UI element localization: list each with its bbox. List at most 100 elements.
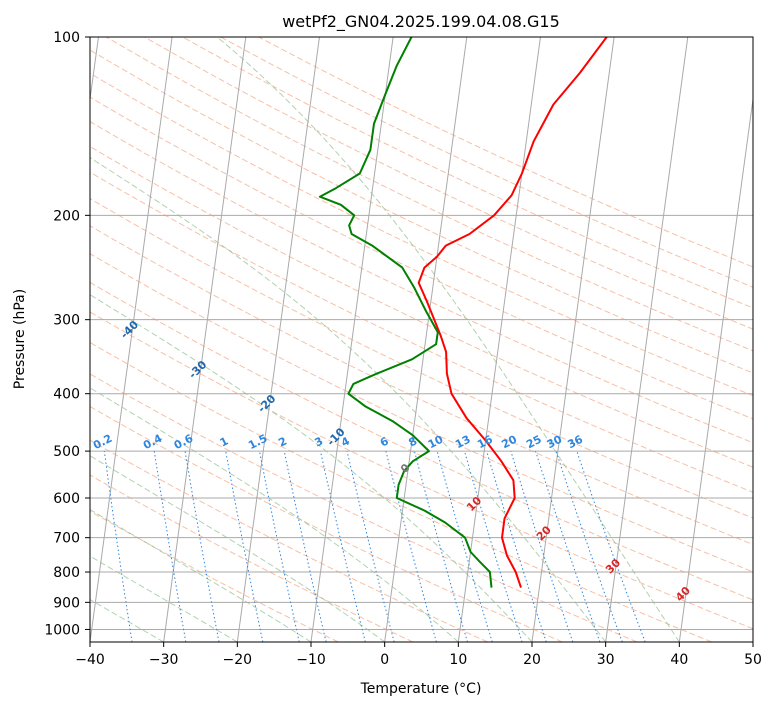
isotherm-line xyxy=(605,37,689,642)
dry-adiabat xyxy=(90,405,563,642)
moist-adiabat xyxy=(90,598,164,642)
x-tick-label: 0 xyxy=(380,652,389,668)
moist-adiabat xyxy=(90,455,385,642)
isotherm-label: -20 xyxy=(255,392,278,415)
series-layer xyxy=(318,37,608,588)
y-tick-label: 700 xyxy=(53,531,80,547)
dry-adiabat xyxy=(90,121,753,444)
mixing-ratio-line xyxy=(576,450,646,642)
mixing-ratio-label: 8 xyxy=(406,434,419,449)
isotherm-line xyxy=(384,37,468,642)
x-axis: −40 −30 −20 −10 0 10 20 30 40 50 xyxy=(75,642,762,668)
dry-adiabat xyxy=(90,49,753,374)
isotherm-line xyxy=(163,37,247,642)
moist-adiabat xyxy=(90,157,607,642)
dry-adiabat xyxy=(90,225,753,546)
moist-adiabat xyxy=(216,37,680,642)
isotherm-label: 30 xyxy=(603,556,623,576)
mixing-ratio-line xyxy=(283,451,327,642)
dry-adiabat xyxy=(90,311,753,630)
mixing-ratio-line xyxy=(184,451,220,642)
x-tick-label: 30 xyxy=(597,652,615,668)
mixing-ratio-line xyxy=(225,451,264,642)
isotherm-line xyxy=(457,37,541,642)
y-axis-label: Pressure (hPa) xyxy=(12,289,28,389)
dry-adiabat xyxy=(90,253,753,573)
isotherm-label: 20 xyxy=(534,523,554,543)
moist-adiabat xyxy=(90,509,312,642)
dry-adiabat xyxy=(105,37,753,352)
mixing-ratio-line xyxy=(346,450,395,642)
isotherm-line xyxy=(310,37,394,642)
isotherm-line xyxy=(90,37,99,103)
isotherm-line xyxy=(531,37,615,642)
mixing-ratio-line xyxy=(319,450,366,642)
x-tick-label: −10 xyxy=(296,652,326,668)
isotherm-label: -30 xyxy=(186,358,209,381)
y-tick-label: 1000 xyxy=(44,622,80,638)
mixing-ratio-label: 1.5 xyxy=(246,432,269,452)
mixing-ratio-label: 0.4 xyxy=(141,432,165,453)
mixing-ratio-line xyxy=(510,450,574,642)
dry-adiabat xyxy=(90,145,753,468)
x-axis-label: Temperature (°C) xyxy=(360,681,482,697)
x-tick-label: 20 xyxy=(523,652,541,668)
mixing-ratio-line xyxy=(413,450,468,642)
mixing-ratio-label: 2 xyxy=(276,434,289,449)
mixing-ratio-label: 36 xyxy=(565,433,585,452)
mixing-ratio-label: 3 xyxy=(312,434,325,449)
chart-title: wetPf2_GN04.2025.199.04.08.G15 xyxy=(282,12,560,32)
isotherm-line xyxy=(236,37,320,642)
mixing-ratio-label: 20 xyxy=(499,433,519,452)
isotherm-label: -50 xyxy=(50,273,73,296)
dry-adiabat xyxy=(182,37,753,309)
y-tick-label: 800 xyxy=(53,565,80,581)
isotherm-line xyxy=(678,95,753,642)
annotation-labels: 0.10.20.40.611.52346810131620253036-100-… xyxy=(0,227,693,604)
dry-adiabat xyxy=(144,37,753,330)
y-tick-label: 300 xyxy=(53,313,80,329)
mixing-ratio-line xyxy=(436,450,493,642)
x-tick-label: 40 xyxy=(670,652,688,668)
mixing-ratio-label: 16 xyxy=(475,433,495,452)
isotherm-label: -40 xyxy=(118,318,141,341)
isotherm-line xyxy=(752,638,753,642)
mixing-ratio-label: 6 xyxy=(378,434,391,449)
dry-adiabat xyxy=(90,373,638,642)
y-tick-label: 100 xyxy=(53,30,80,46)
dry-adiabat xyxy=(90,72,753,397)
y-tick-label: 200 xyxy=(53,208,80,224)
grid-layer xyxy=(90,37,753,642)
isotherm-label: 40 xyxy=(673,584,693,604)
isotherm-label: -60 xyxy=(0,227,6,250)
mixing-ratio-line xyxy=(486,450,547,642)
mixing-ratio-line xyxy=(555,450,623,642)
moist-adiabat xyxy=(90,387,459,642)
dry-adiabat xyxy=(90,341,712,642)
dry-adiabat xyxy=(90,439,488,642)
mixing-ratio-line xyxy=(103,451,133,642)
dry-adiabat xyxy=(90,171,753,493)
y-tick-label: 400 xyxy=(53,387,80,403)
mixing-ratio-line xyxy=(535,450,601,642)
y-tick-label: 600 xyxy=(53,491,80,507)
x-tick-label: −40 xyxy=(75,652,105,668)
dry-adiabat xyxy=(90,510,339,642)
mixing-ratio-line xyxy=(153,451,187,642)
x-tick-label: −20 xyxy=(223,652,253,668)
temperature-profile xyxy=(417,37,608,588)
dry-adiabat xyxy=(258,37,753,268)
dry-adiabat xyxy=(220,37,753,288)
moist-adiabat xyxy=(90,294,533,642)
mixing-ratio-label: 13 xyxy=(453,433,473,452)
mixing-ratio-label: 0.2 xyxy=(91,432,114,452)
dewpoint-profile xyxy=(318,37,493,588)
y-axis: 100 200 300 400 500 600 700 800 900 1000 xyxy=(44,30,90,638)
dry-adiabat xyxy=(90,96,753,420)
x-tick-label: 10 xyxy=(449,652,467,668)
y-tick-label: 900 xyxy=(53,595,80,611)
mixing-ratio-line xyxy=(464,450,523,642)
y-tick-label: 500 xyxy=(53,444,80,460)
dry-adiabat xyxy=(90,198,753,519)
